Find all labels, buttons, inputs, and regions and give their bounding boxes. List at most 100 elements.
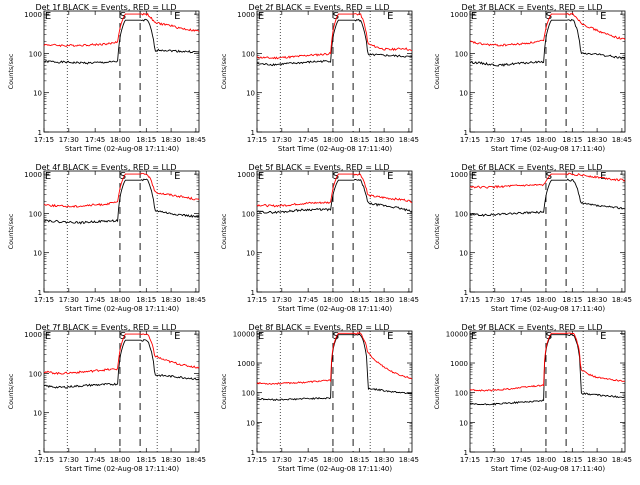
x-tick-label: 18:45 [186, 456, 206, 464]
x-tick-label: 18:00 [323, 136, 343, 144]
event-marker-label: E [258, 171, 264, 182]
y-tick-label: 1000 [450, 360, 468, 368]
y-tick-label: 100 [242, 50, 255, 58]
x-tick-label: 17:45 [511, 296, 531, 304]
x-axis-label: Start Time (02-Aug-08 17:11:40) [65, 305, 179, 313]
y-tick-label: 1000 [237, 360, 255, 368]
chart-panel: Det 7f BLACK = Events, RED = LLD 1 10 100 10… [7, 323, 206, 473]
y-tick-label: 10 [246, 250, 255, 258]
x-tick-label: 18:30 [587, 456, 607, 464]
event-marker-label: E [600, 171, 606, 182]
y-axis-label: Counts/sec [433, 213, 441, 249]
x-tick-label: 17:45 [298, 296, 318, 304]
chart-title: Det 6f BLACK = Events, RED = LLD [461, 163, 602, 172]
x-tick-label: 17:15 [460, 456, 480, 464]
x-tick-label: 18:45 [612, 136, 632, 144]
chart-panel: Det 9f BLACK = Events, RED = LLD 1 10 100 10… [433, 323, 632, 473]
plot-frame [43, 170, 200, 293]
plot-frame [469, 10, 626, 133]
y-tick-label: 1000 [450, 171, 468, 179]
chart-title: Det 9f BLACK = Events, RED = LLD [461, 323, 602, 332]
y-tick-label: 1 [38, 449, 42, 457]
event-marker-label: E [471, 331, 477, 342]
x-tick-label: 17:15 [460, 296, 480, 304]
x-tick-label: 17:45 [85, 136, 105, 144]
x-tick-label: 18:45 [186, 296, 206, 304]
x-tick-label: 17:15 [34, 456, 54, 464]
x-tick-label: 18:45 [399, 296, 419, 304]
y-tick-label: 100 [242, 390, 255, 398]
x-tick-label: 17:45 [85, 456, 105, 464]
event-marker-label: E [45, 171, 51, 182]
x-tick-label: 18:15 [136, 456, 156, 464]
chart-title: Det 2f BLACK = Events, RED = LLD [248, 3, 389, 12]
x-axis-label: Start Time (02-Aug-08 17:11:40) [278, 465, 392, 473]
x-tick-label: 17:30 [485, 296, 505, 304]
series-lld-line [256, 331, 413, 385]
y-axis-label: Counts/sec [7, 53, 15, 89]
plot-frame [469, 330, 626, 453]
event-marker-label: E [387, 11, 393, 22]
x-tick-label: 18:00 [110, 456, 130, 464]
y-tick-label: 100 [242, 210, 255, 218]
y-tick-label: 10 [33, 410, 42, 418]
y-tick-label: 100 [455, 210, 468, 218]
chart-panel: Det 1f BLACK = Events, RED = LLD 1 10 100 10… [7, 3, 206, 153]
x-tick-label: 18:45 [612, 456, 632, 464]
event-marker-label: E [258, 331, 264, 342]
x-tick-label: 18:00 [323, 456, 343, 464]
event-marker-label: S [333, 171, 339, 182]
series-lld-line [469, 172, 626, 189]
series-lld-line [43, 333, 200, 375]
y-tick-label: 1 [464, 449, 468, 457]
plot-frame [43, 330, 200, 453]
x-tick-label: 17:30 [485, 136, 505, 144]
x-tick-label: 18:30 [374, 136, 394, 144]
chart-title: Det 8f BLACK = Events, RED = LLD [248, 323, 389, 332]
event-marker-label: S [120, 331, 126, 342]
y-tick-label: 100 [455, 50, 468, 58]
y-tick-label: 1 [251, 129, 255, 137]
series-lld-line [469, 332, 626, 392]
x-tick-label: 18:15 [136, 296, 156, 304]
x-tick-label: 18:45 [186, 136, 206, 144]
plot-frame [256, 170, 413, 293]
x-tick-label: 17:15 [247, 456, 267, 464]
series-events-line [469, 18, 626, 67]
x-tick-label: 18:00 [110, 296, 130, 304]
x-tick-label: 17:30 [272, 296, 292, 304]
y-tick-label: 10 [246, 419, 255, 427]
event-marker-label: E [471, 171, 477, 182]
series-lld-line [470, 12, 626, 47]
chart-panel: Det 3f BLACK = Events, RED = LLD 1 10 100 10… [433, 3, 632, 153]
series-events-line [43, 339, 200, 389]
x-tick-label: 18:30 [374, 456, 394, 464]
x-tick-label: 17:30 [485, 456, 505, 464]
event-marker-label: E [45, 11, 51, 22]
y-tick-label: 1000 [237, 11, 255, 19]
x-tick-label: 17:15 [34, 296, 54, 304]
x-tick-label: 18:45 [612, 296, 632, 304]
x-axis-label: Start Time (02-Aug-08 17:11:40) [491, 305, 605, 313]
x-tick-label: 18:30 [161, 456, 181, 464]
y-axis-label: Counts/sec [220, 53, 228, 89]
event-marker-label: E [258, 11, 264, 22]
chart-panel: Det 5f BLACK = Events, RED = LLD 1 10 100 10… [220, 163, 419, 313]
y-tick-label: 1 [464, 289, 468, 297]
chart-title: Det 4f BLACK = Events, RED = LLD [35, 163, 176, 172]
chart-title: Det 1f BLACK = Events, RED = LLD [35, 3, 176, 12]
y-axis-label: Counts/sec [220, 373, 228, 409]
y-tick-label: 1000 [237, 171, 255, 179]
x-tick-label: 18:15 [349, 296, 369, 304]
x-tick-label: 17:45 [298, 456, 318, 464]
x-tick-label: 17:30 [59, 296, 79, 304]
event-marker-label: E [471, 11, 477, 22]
x-axis-label: Start Time (02-Aug-08 17:11:40) [65, 145, 179, 153]
x-tick-label: 17:15 [247, 136, 267, 144]
y-tick-label: 1 [251, 289, 255, 297]
event-marker-label: E [174, 171, 180, 182]
y-tick-label: 1000 [24, 331, 42, 339]
x-axis-label: Start Time (02-Aug-08 17:11:40) [278, 305, 392, 313]
y-tick-label: 100 [29, 370, 42, 378]
